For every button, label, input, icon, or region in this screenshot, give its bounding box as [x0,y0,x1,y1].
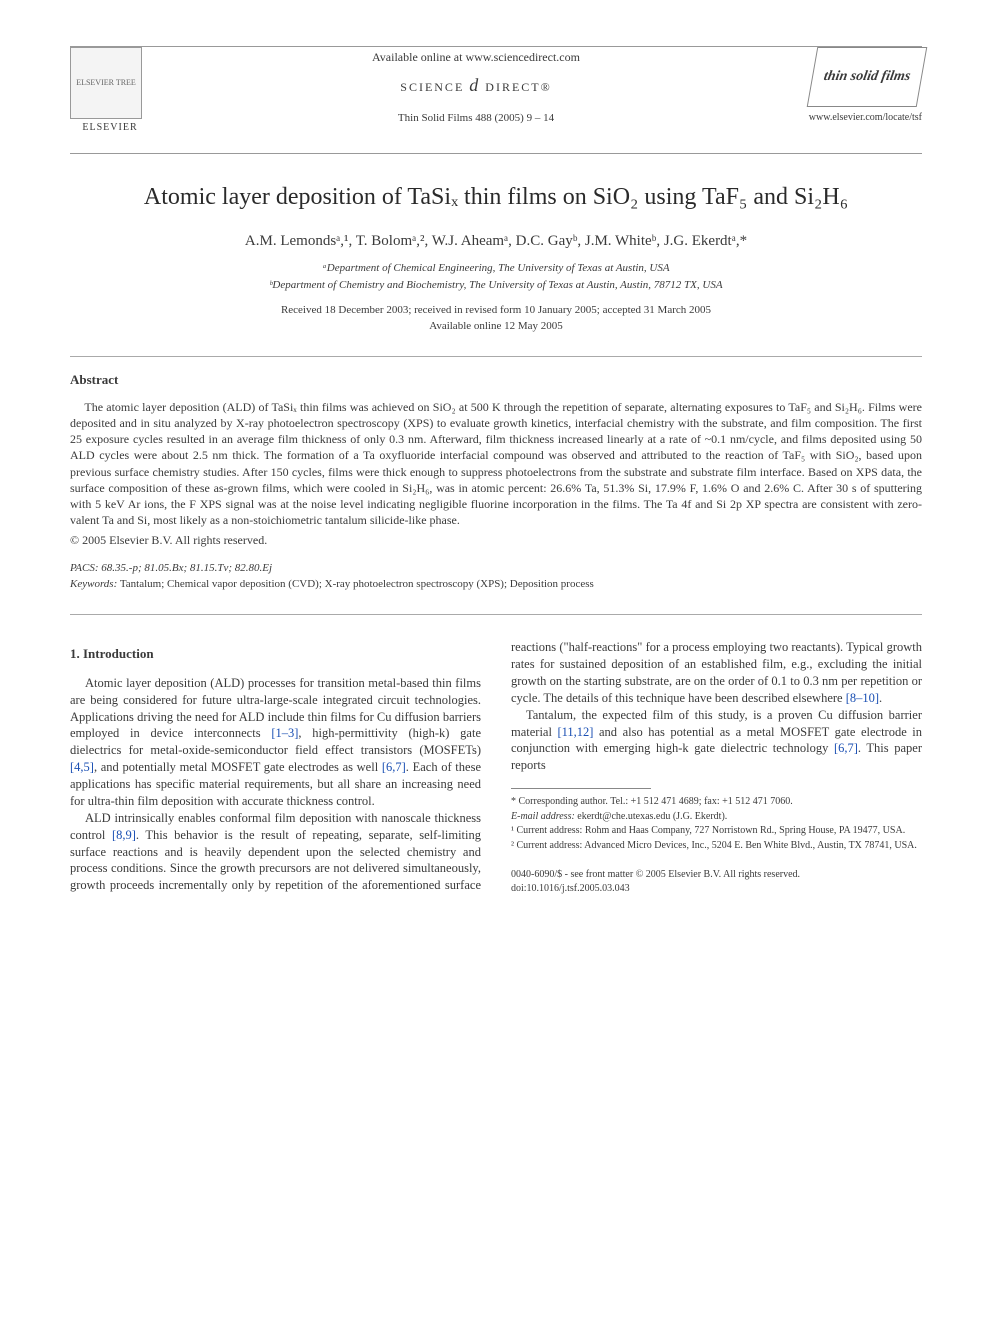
intro-paragraph-1: Atomic layer deposition (ALD) processes … [70,675,481,810]
ref-link-8-9[interactable]: [8,9] [112,828,136,842]
bottom-meta: 0040-6090/$ - see front matter © 2005 El… [511,868,922,895]
abstract-rule-bottom [70,614,922,615]
ref-link-4-5[interactable]: [4,5] [70,760,94,774]
sciencedirect-word-1: SCIENCE [400,80,464,94]
header: ELSEVIER TREE ELSEVIER Available online … [70,47,922,135]
footnote-corresponding: * Corresponding author. Tel.: +1 512 471… [511,795,922,809]
article-dates: Received 18 December 2003; received in r… [70,303,922,318]
section-heading-introduction: 1. Introduction [70,645,481,663]
header-center: Available online at www.sciencedirect.co… [150,47,802,126]
email-address: ekerdt@che.utexas.edu (J.G. Ekerdt). [577,811,727,822]
citation: Thin Solid Films 488 (2005) 9 – 14 [150,111,802,126]
ref-link-1-3[interactable]: [1–3] [271,726,298,740]
pacs-line: PACS: 68.35.-p; 81.05.Bx; 81.15.Tv; 82.8… [70,561,922,576]
ref-link-8-10[interactable]: [8–10] [846,691,879,705]
affiliation-a: ᵃDepartment of Chemical Engineering, The… [70,261,922,276]
front-matter-line: 0040-6090/$ - see front matter © 2005 El… [511,868,922,882]
footnote-rule [511,788,651,789]
article-title: Atomic layer deposition of TaSiₓ thin fi… [70,182,922,213]
pacs-value: 68.35.-p; 81.05.Bx; 81.15.Tv; 82.80.Ej [101,562,272,574]
keywords-line: Keywords: Tantalum; Chemical vapor depos… [70,577,922,592]
doi-line: doi:10.1016/j.tsf.2005.03.043 [511,882,922,896]
elsevier-tree-icon: ELSEVIER TREE [70,47,142,119]
sciencedirect-word-2: DIRECT® [485,80,551,94]
elsevier-logo: ELSEVIER TREE ELSEVIER [70,47,150,135]
sciencedirect-logo: SCIENCE d DIRECT® [150,73,802,97]
keywords-value: Tantalum; Chemical vapor deposition (CVD… [120,578,594,590]
sciencedirect-d-icon: d [469,75,480,95]
abstract-text: The atomic layer deposition (ALD) of TaS… [70,399,922,529]
intro-paragraph-3: Tantalum, the expected film of this stud… [511,707,922,775]
journal-logo: thin solid films [807,47,928,107]
footnote-1: ¹ Current address: Rohm and Haas Company… [511,824,922,838]
abstract-rule-top [70,356,922,357]
header-rule-bottom [70,153,922,154]
footnote-block: * Corresponding author. Tel.: +1 512 471… [511,788,922,895]
email-label: E-mail address: [511,811,575,822]
journal-url: www.elsevier.com/locate/tsf [802,111,922,125]
keywords-label: Keywords: [70,578,117,590]
available-online-date: Available online 12 May 2005 [70,319,922,334]
available-online-text: Available online at www.sciencedirect.co… [150,49,802,65]
authors: A.M. Lemondsᵃ,¹, T. Bolomᵃ,², W.J. Aheam… [70,231,922,251]
pacs-label: PACS: [70,562,99,574]
journal-logo-block: thin solid films www.elsevier.com/locate… [802,47,922,125]
body-columns: 1. Introduction Atomic layer deposition … [70,639,922,895]
ref-link-11-12[interactable]: [11,12] [557,725,593,739]
ref-link-6-7[interactable]: [6,7] [382,760,406,774]
affiliation-b: ᵇDepartment of Chemistry and Biochemistr… [70,278,922,293]
abstract-body: The atomic layer deposition (ALD) of TaS… [70,399,922,529]
intro-p2-c: . [879,691,882,705]
abstract-copyright: © 2005 Elsevier B.V. All rights reserved… [70,532,922,548]
publisher-name: ELSEVIER [70,121,150,135]
footnote-email: E-mail address: ekerdt@che.utexas.edu (J… [511,810,922,824]
ref-link-6-7b[interactable]: [6,7] [834,741,858,755]
intro-p1-c: , and potentially metal MOSFET gate elec… [94,760,382,774]
abstract-heading: Abstract [70,371,922,389]
footnotes: * Corresponding author. Tel.: +1 512 471… [511,795,922,852]
footnote-2: ² Current address: Advanced Micro Device… [511,839,922,853]
